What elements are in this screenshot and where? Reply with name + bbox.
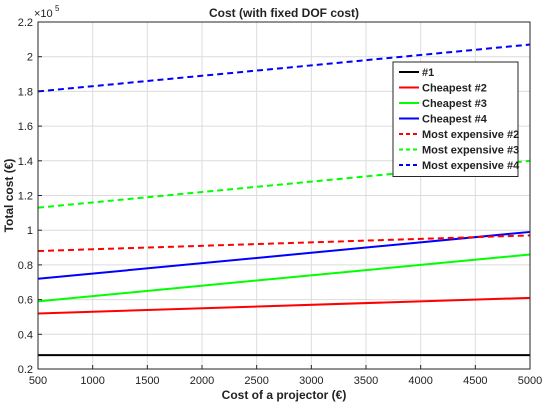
x-tick-label: 2500 xyxy=(244,375,268,387)
x-tick-label: 3000 xyxy=(299,375,323,387)
y-tick-label: 0.6 xyxy=(18,295,33,307)
legend-label-3: Cheapest #3 xyxy=(422,98,487,110)
y-tick-label: 0.4 xyxy=(18,329,33,341)
y-exponent-power: 5 xyxy=(55,4,60,13)
y-tick-label: 1.6 xyxy=(18,121,33,133)
y-axis-ticks: 0.2 0.4 0.6 0.8 1 1.2 1.4 1.6 1.8 2 2.2 xyxy=(18,17,42,376)
legend-label-1: #1 xyxy=(422,67,434,79)
series-line-5 xyxy=(37,234,531,253)
series-line-7 xyxy=(37,43,531,93)
x-tick-label: 500 xyxy=(29,375,47,387)
chart-title: Cost (with fixed DOF cost) xyxy=(209,6,359,20)
series-line-2 xyxy=(37,296,531,315)
legend-label-7: Most expensive #4 xyxy=(422,160,520,172)
x-tick-label: 1500 xyxy=(135,375,159,387)
series-line-4 xyxy=(37,230,531,280)
x-tick-label: 3500 xyxy=(354,375,378,387)
legend-label-6: Most expensive #3 xyxy=(422,145,519,157)
series-line-3 xyxy=(37,253,531,303)
y-tick-label: 2.2 xyxy=(18,17,33,29)
x-tick-label: 2000 xyxy=(190,375,214,387)
legend: #1 Cheapest #2 Cheapest #3 Cheapest #4 Most … xyxy=(392,61,520,177)
legend-label-2: Cheapest #2 xyxy=(422,83,487,95)
x-axis-ticks: 500 1000 1500 2000 2500 3000 3500 4000 4500 5000 xyxy=(29,365,542,387)
y-tick-label: 1.4 xyxy=(18,156,33,168)
x-tick-label: 1000 xyxy=(80,375,104,387)
y-tick-label: 0.8 xyxy=(18,260,33,272)
x-tick-label: 4500 xyxy=(463,375,487,387)
legend-label-4: Cheapest #4 xyxy=(422,114,488,126)
y-tick-label: 2 xyxy=(27,52,33,64)
x-tick-label: 4000 xyxy=(408,375,432,387)
y-axis-exponent: ×10 5 xyxy=(34,4,60,20)
y-tick-label: 1 xyxy=(27,225,33,237)
y-tick-label: 1.8 xyxy=(18,86,33,98)
x-axis-title: Cost of a projector (€) xyxy=(222,388,347,402)
y-axis-title: Total cost (€) xyxy=(2,159,16,233)
y-tick-label: 1.2 xyxy=(18,191,33,203)
x-tick-label: 5000 xyxy=(518,375,542,387)
y-exponent-base: ×10 xyxy=(34,8,53,20)
y-tick-label: 0.2 xyxy=(18,364,33,376)
legend-label-5: Most expensive #2 xyxy=(422,129,519,141)
